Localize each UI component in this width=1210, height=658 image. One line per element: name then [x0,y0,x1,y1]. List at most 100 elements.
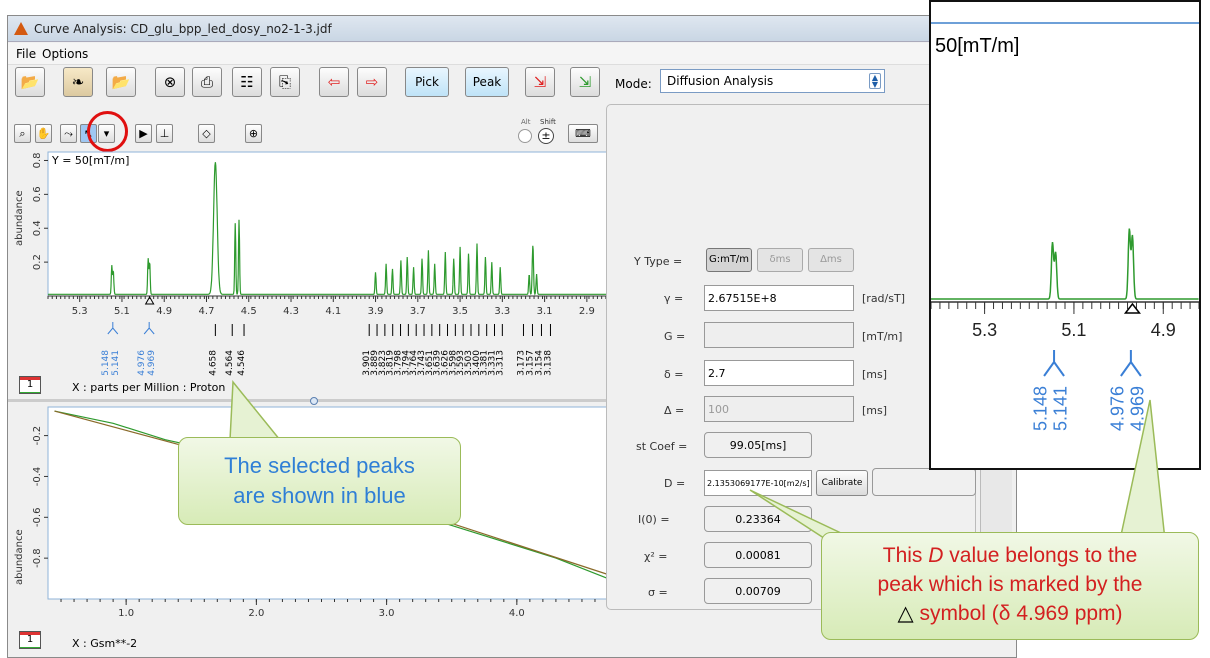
splitter-handle[interactable] [310,397,318,405]
alt-toggle[interactable] [518,129,532,143]
highlight-circle [87,111,128,152]
peak-label: 3.400 [472,350,482,376]
peak-label: 4.969 [147,350,157,376]
arrow-down-right-icon[interactable]: ⇲ [525,67,555,97]
g-field[interactable] [704,322,854,348]
x-tick-label: 5.1 [114,306,130,317]
keyboard-icon[interactable]: ⌨ [568,124,598,143]
x-tick-label: 4.7 [199,306,215,317]
peak-label: 3.823 [378,350,388,376]
bottom-flag[interactable]: 1 [19,631,41,649]
peak-label: 4.976 [137,350,147,376]
peak-label: 3.173 [516,350,526,376]
peak-label: 3.313 [495,350,505,376]
arrow-down-right-2-icon[interactable]: ⇲ [570,67,600,97]
menu-file[interactable]: File [16,47,37,61]
select-arrows-icon: ▲ ▼ [869,73,881,89]
x-tick-label: 2.0 [248,608,264,619]
red-callout-line1: This D value belongs to the [822,541,1198,570]
calibrate-output [872,468,976,496]
hand-icon[interactable]: ✋ [35,124,52,143]
peak-label: 3.331 [488,350,498,376]
y-tick-label: 0.2 [32,254,43,270]
x-tick-label: 3.0 [379,608,395,619]
chi2-label: χ² = [644,550,668,563]
stcoef-value: 99.05[ms] [704,432,812,458]
menu-options[interactable]: Options [42,47,89,61]
red-callout: This D value belongs to the peak which i… [821,532,1199,640]
bottom-ylabel: abundance [14,529,25,585]
peak-label: 4.658 [208,350,218,376]
peak-label: 4.546 [237,350,247,376]
open-folder-icon[interactable]: 📂 [15,67,45,97]
calibrate-button[interactable]: Calibrate [816,470,868,496]
inset-tick-label: 5.1 [1061,320,1086,340]
x-tick-label: 4.1 [325,306,341,317]
zoom-icon[interactable]: ⌕ [14,124,31,143]
play-pointer-icon[interactable]: ▶ [135,124,152,143]
sigma-label: σ = [648,586,668,599]
peak-button[interactable]: Peak [465,67,509,97]
x-tick-label: 5.3 [72,306,88,317]
peak-label: 3.743 [417,350,427,376]
red-callout-line3: △ symbol (δ 4.969 ppm) [822,599,1198,628]
inset-tick-label: 4.9 [1151,320,1176,340]
menu-bar: File Options [8,43,1016,65]
mode-select[interactable]: Diffusion Analysis ▲ ▼ [660,69,885,93]
peak-label: 3.764 [409,350,419,376]
y-tick-label: 0.8 [32,153,43,169]
title-bar: Curve Analysis: CD_glu_bpp_led_dosy_no2-… [8,16,1016,42]
window-title: Curve Analysis: CD_glu_bpp_led_dosy_no2-… [34,22,332,36]
peak-label: 5.141 [111,350,121,376]
inset-peak-bracket [1120,350,1142,377]
delta-field[interactable]: 2.7 [704,360,854,386]
top-xaxis-caption: X : parts per Million : Proton [72,381,226,394]
peaks-button[interactable]: ❧ [63,67,93,97]
g-unit: [mT/m] [862,330,903,343]
red-text-a: This [882,544,929,567]
y-tick-label: 0.6 [32,186,43,202]
ytype-delta-button[interactable]: δms [757,248,803,272]
arrow-left-icon[interactable]: ⇦ [319,67,349,97]
report-icon[interactable]: ☷ [232,67,262,97]
gamma-unit: [rad/sT] [862,292,905,305]
ytype-bigdelta-button[interactable]: Δms [808,248,854,272]
bigdelta-unit: [ms] [862,404,888,417]
blue-callout-line2: are shown in blue [233,483,406,508]
peak-label: 3.798 [394,350,404,376]
peak-label: 5.148 [101,350,111,376]
gamma-field[interactable]: 2.67515E+8 [704,285,854,311]
inset-top-line [931,22,1199,24]
ytype-g-button[interactable]: G:mT/m [706,248,752,272]
x-tick-label: 4.0 [509,608,525,619]
x-tick-label: 3.3 [494,306,510,317]
close-circle-icon[interactable]: ⊗ [155,67,185,97]
lasso-icon[interactable]: ⤳ [60,124,77,143]
bigdelta-field[interactable]: 100 [704,396,854,422]
inset-peak-label: 5.148 [1030,386,1050,431]
mode-value: Diffusion Analysis [667,74,774,88]
arrow-right-icon[interactable]: ⇨ [357,67,387,97]
crosshair-icon[interactable]: ⊕ [245,124,262,143]
top-ylabel: abundance [14,190,25,246]
blue-callout-line1: The selected peaks [224,453,415,478]
open-folder-2-icon[interactable]: 📂 [106,67,136,97]
baseline-icon[interactable]: ⊥ [156,124,173,143]
mode-label: Mode: [615,77,652,91]
export-icon[interactable]: ⎘ [270,67,300,97]
peak-bracket [107,322,119,335]
top-flag[interactable]: 1 [19,376,41,394]
red-text-d: D [928,544,944,567]
print-icon[interactable]: ⎙ [192,67,222,97]
shift-toggle[interactable]: ± [538,128,554,144]
diamond-icon[interactable]: ◇ [198,124,215,143]
spectrum-chart[interactable]: Y = 50[mT/m]0.20.40.60.85.3 5.1 4.9 4.7 4.5 4… [12,148,612,403]
sigma-value: 0.00709 [704,578,812,604]
d-value[interactable]: 2.1353069177E-10[m2/s] [704,470,812,496]
x-tick-label: 4.5 [241,306,257,317]
bigdelta-label: Δ = [664,404,685,417]
peak-label: 3.819 [386,350,396,376]
stcoef-label: st Coef = [636,440,688,453]
pick-button[interactable]: Pick [405,67,449,97]
inset-chart: 5.3 5.1 4.9 5.148 5.141 4.976 4.969 [931,228,1199,431]
